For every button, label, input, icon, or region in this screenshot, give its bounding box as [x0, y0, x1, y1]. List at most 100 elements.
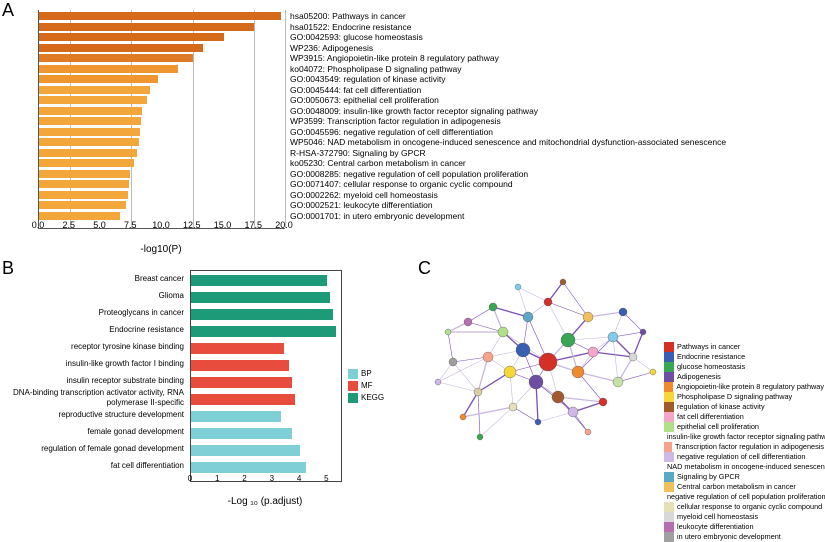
node: [561, 333, 575, 347]
bar-label: GO:0045444: fat cell differentiation: [290, 85, 421, 95]
node: [516, 343, 530, 357]
bar-label: insulin receptor substrate binding: [6, 376, 184, 386]
edge: [623, 312, 643, 332]
legend-item: insulin-like growth factor receptor sign…: [664, 432, 824, 442]
bar-label: GO:0071407: cellular response to organic…: [290, 179, 513, 189]
bar: [191, 445, 300, 456]
legend-item: leukocyte differentiation: [664, 522, 824, 532]
edge: [468, 322, 503, 332]
node: [464, 318, 472, 326]
bar: [39, 201, 126, 209]
legend-item: in utero embryonic development: [664, 532, 824, 542]
bar-label: WP5046: NAD metabolism in oncogene-induc…: [290, 137, 726, 147]
figure: A B C -log10(P) 0.02.55.07.510.012.515.0…: [0, 0, 825, 519]
bar-label: female gonad development: [6, 427, 184, 437]
panel-a-xlabel: -log10(P): [38, 244, 284, 255]
legend-item: Angiopoietin-like protein 8 regulatory p…: [664, 382, 824, 392]
bar: [39, 191, 128, 199]
bar-label: insulin-like growth factor I binding: [6, 359, 184, 369]
edge: [493, 307, 528, 317]
node: [640, 329, 646, 335]
bar: [191, 326, 336, 337]
legend-item: regulation of kinase activity: [664, 402, 824, 412]
bar: [191, 377, 292, 388]
bar-label: Breast cancer: [6, 274, 184, 284]
bar-label: WP236: Adipogenesis: [290, 43, 373, 53]
edge: [548, 302, 588, 317]
bar: [39, 138, 139, 146]
legend-item: epithelial cell proliferation: [664, 422, 824, 432]
edge: [613, 337, 618, 382]
legend-item: Signaling by GPCR: [664, 472, 824, 482]
edge: [463, 407, 513, 417]
bar: [191, 428, 292, 439]
bar-label: ko05230: Central carbon metabolism in ca…: [290, 158, 466, 168]
node: [445, 329, 451, 335]
legend-item: Endocrine resistance: [664, 352, 824, 362]
bar-label: Endocrine resistance: [6, 325, 184, 335]
bar-label: WP3915: Angiopoietin-like protein 8 regu…: [290, 53, 499, 63]
legend-item: fat cell differentiation: [664, 412, 824, 422]
gridline: [254, 10, 255, 228]
node: [504, 366, 516, 378]
bar-label: GO:0050673: epithelial cell proliferatio…: [290, 95, 439, 105]
edge: [588, 312, 623, 317]
node: [599, 398, 607, 406]
node: [474, 388, 482, 396]
bar: [39, 75, 158, 83]
node: [544, 298, 552, 306]
node: [449, 358, 457, 366]
node: [613, 377, 623, 387]
bar: [191, 394, 295, 405]
panel-c: Pathways in cancerEndocrine resistancegl…: [418, 262, 823, 512]
bar: [39, 23, 254, 31]
edge: [593, 352, 633, 357]
node: [585, 429, 591, 435]
bar-label: GO:0048009: insulin-like growth factor r…: [290, 106, 538, 116]
edge: [453, 362, 478, 392]
bar-label: reproductive structure development: [6, 410, 184, 420]
panel-c-network: [418, 262, 678, 462]
legend-item: Transcription factor regulation in adipo…: [664, 442, 824, 452]
bar-label: GO:0002262: myeloid cell homeostasis: [290, 190, 438, 200]
node: [629, 353, 637, 361]
bar-label: GO:0043549: regulation of kinase activit…: [290, 74, 445, 84]
legend-item: negative regulation of cell differentiat…: [664, 452, 824, 462]
gridline: [285, 10, 286, 228]
edge: [538, 412, 573, 422]
node: [509, 403, 517, 411]
xtick: 10.0: [152, 220, 170, 230]
xtick: 1: [215, 474, 219, 483]
bar: [39, 159, 134, 167]
bar: [39, 44, 203, 52]
bar-label: GO:0045596: negative regulation of cell …: [290, 127, 493, 137]
bar-label: GO:0042593: glucose homeostasis: [290, 32, 423, 42]
node: [523, 312, 533, 322]
node: [435, 379, 441, 385]
bar-label: Glioma: [6, 291, 184, 301]
panel-c-legend: Pathways in cancerEndocrine resistancegl…: [664, 342, 824, 542]
legend-item: Phospholipase D signaling pathway: [664, 392, 824, 402]
xtick: 4: [297, 474, 301, 483]
bar-label: ko04072: Phospholipase D signaling pathw…: [290, 64, 462, 74]
bar: [39, 12, 281, 20]
bar-label: WP3599: Transcription factor regulation …: [290, 116, 501, 126]
node: [650, 369, 656, 375]
node: [460, 414, 466, 420]
bar: [39, 54, 193, 62]
node: [568, 407, 578, 417]
xtick: 0: [188, 474, 192, 483]
bar: [191, 411, 281, 422]
bar: [39, 96, 147, 104]
xtick: 0.0: [32, 220, 45, 230]
edge: [438, 382, 478, 392]
edge: [513, 407, 538, 422]
bar-label: GO:0008285: negative regulation of cell …: [290, 169, 528, 179]
node: [489, 303, 497, 311]
xtick: 7.5: [124, 220, 137, 230]
bar: [191, 360, 289, 371]
node: [608, 332, 618, 342]
xtick: 3: [270, 474, 274, 483]
edge: [463, 392, 478, 417]
xtick: 2: [242, 474, 246, 483]
